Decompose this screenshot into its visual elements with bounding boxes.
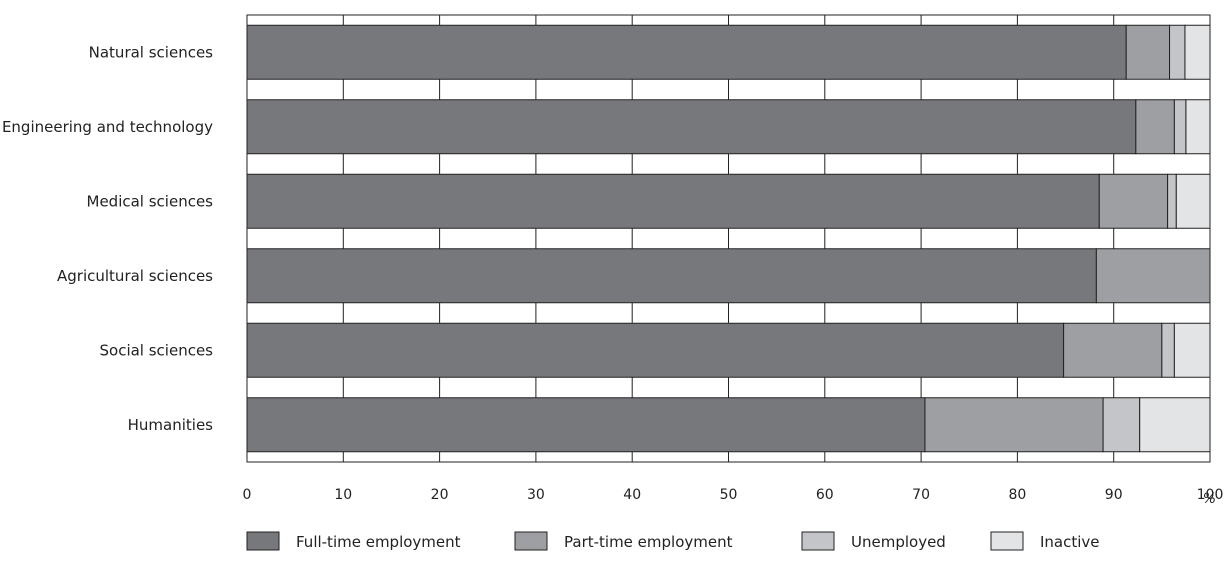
category-label-social-sciences: Social sciences [100, 341, 214, 359]
bar-natural-sciences-full-time-employment [246, 24, 1127, 80]
plot-border [246, 14, 1211, 463]
legend-label-full-time-employment: Full-time employment [296, 533, 461, 551]
bar-engineering-and-technology-unemployed [1173, 99, 1187, 155]
bar-social-sciences-full-time-employment [246, 322, 1065, 378]
x-tick-label-50: 50 [720, 487, 738, 503]
x-tick-label-80: 80 [1008, 487, 1026, 503]
bar-natural-sciences-inactive [1184, 24, 1211, 80]
x-tick-label-0: 0 [243, 487, 252, 503]
grid-lines [246, 15, 1211, 462]
x-tick-labels: 0 10 20 30 40 50 60 70 80 90 100 [243, 487, 1224, 503]
x-tick-label-40: 40 [623, 487, 641, 503]
bar-social-sciences-unemployed [1161, 322, 1175, 378]
bar-agricultural-sciences-part-time-employment [1095, 248, 1211, 304]
bar-medical-sciences-inactive [1175, 173, 1211, 229]
plot-frame [246, 14, 1211, 463]
x-tick-label-30: 30 [527, 487, 545, 503]
x-tick-label-70: 70 [912, 487, 930, 503]
legend-swatch-part-time-employment [514, 531, 548, 551]
category-label-agricultural-sciences: Agricultural sciences [57, 267, 213, 285]
bar-medical-sciences-part-time-employment [1098, 173, 1169, 229]
bar-natural-sciences-unemployed [1169, 24, 1186, 80]
bar-engineering-and-technology-part-time-employment [1135, 99, 1175, 155]
category-label-engineering-and-technology: Engineering and technology [2, 118, 213, 136]
category-labels: Natural sciences Engineering and technolo… [2, 43, 213, 434]
legend-swatch-inactive [990, 531, 1024, 551]
bar-medical-sciences-full-time-employment [246, 173, 1100, 229]
legend-swatch-unemployed [801, 531, 835, 551]
category-label-natural-sciences: Natural sciences [89, 43, 214, 61]
bar-engineering-and-technology-full-time-employment [246, 99, 1137, 155]
category-label-humanities: Humanities [128, 416, 214, 434]
bar-natural-sciences-part-time-employment [1125, 24, 1171, 80]
x-tick-label-20: 20 [431, 487, 449, 503]
x-tick-label-90: 90 [1105, 487, 1123, 503]
bar-social-sciences-inactive [1173, 322, 1211, 378]
bar-humanities-part-time-employment [924, 397, 1104, 453]
x-unit-label: % [1203, 491, 1216, 507]
legend: Full-time employment Part-time employment… [246, 531, 1100, 551]
x-tick-label-10: 10 [334, 487, 352, 503]
bar-agricultural-sciences-full-time-employment [246, 248, 1097, 304]
x-tick-label-60: 60 [816, 487, 834, 503]
x-tick-label-100: 100 [1197, 487, 1224, 503]
legend-label-inactive: Inactive [1040, 533, 1100, 551]
bar-social-sciences-part-time-employment [1063, 322, 1163, 378]
category-label-medical-sciences: Medical sciences [87, 192, 214, 210]
bars [246, 24, 1211, 453]
legend-swatch-full-time-employment [246, 531, 280, 551]
bar-humanities-inactive [1139, 397, 1211, 453]
bar-humanities-unemployed [1102, 397, 1141, 453]
bar-engineering-and-technology-inactive [1185, 99, 1211, 155]
legend-label-unemployed: Unemployed [851, 533, 946, 551]
bar-medical-sciences-unemployed [1167, 173, 1177, 229]
legend-label-part-time-employment: Part-time employment [564, 533, 733, 551]
bar-humanities-full-time-employment [246, 397, 926, 453]
